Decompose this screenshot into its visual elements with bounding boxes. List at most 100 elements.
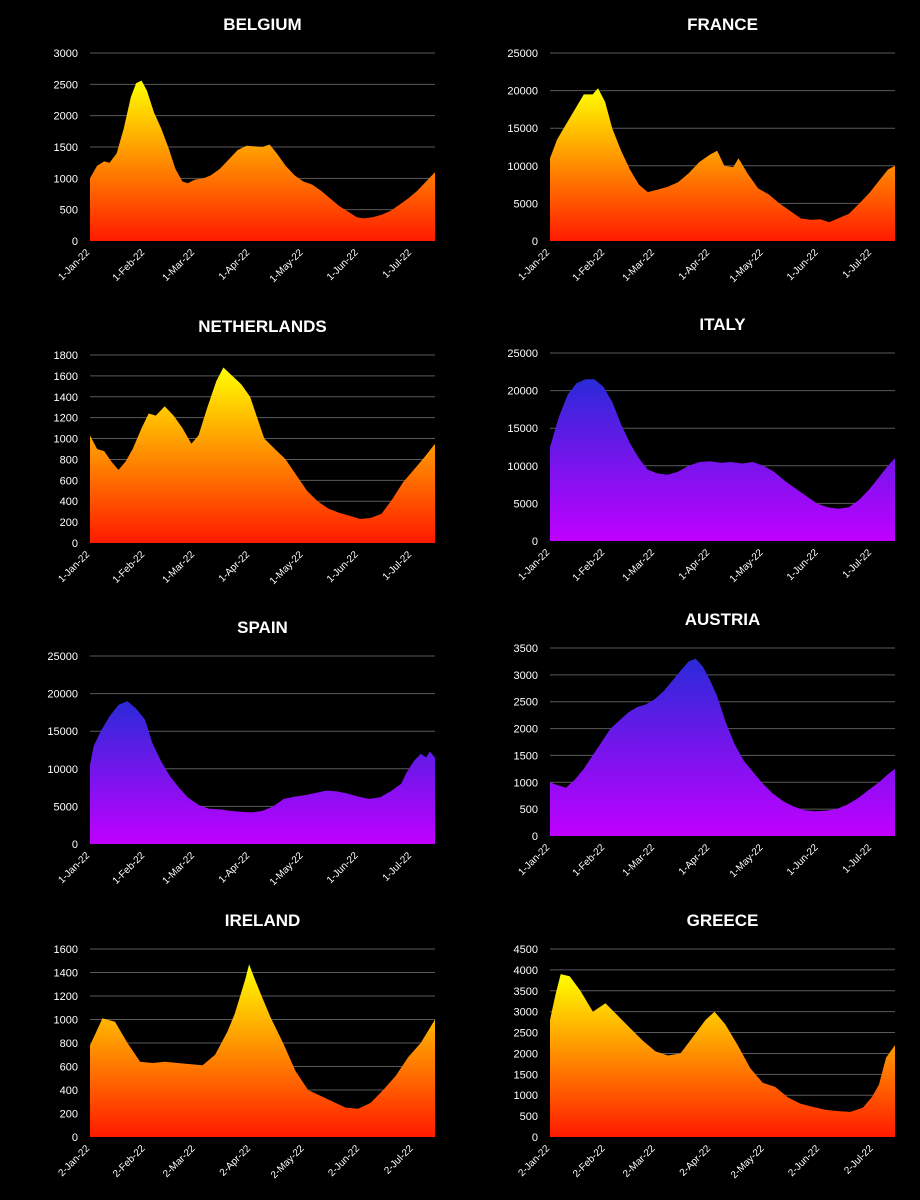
chart-panel-belgium: BELGIUM 0 500 1000 1500 2000 2500 3000 1-Jan-22 1… <box>0 0 460 300</box>
x-tick-label: 2-Jan-22 <box>56 1143 92 1179</box>
y-tick-label: 1600 <box>54 944 78 956</box>
x-tick-label: 2-Jan-22 <box>516 1143 552 1179</box>
x-tick-label: 1-Mar-22 <box>621 547 658 584</box>
y-tick-label: 4500 <box>514 944 538 956</box>
chart-title: FRANCE <box>687 15 758 34</box>
x-tick-label: 2-May-22 <box>269 1143 307 1181</box>
x-tick-label: 2-Jul-22 <box>382 1143 416 1177</box>
chart-panel-italy: ITALY 0 5000 10000 15000 20000 25000 1-Jan-22 1-… <box>460 300 920 600</box>
x-tick-label: 1-Jul-22 <box>381 247 415 281</box>
y-tick-label: 800 <box>60 1038 78 1050</box>
y-tick-label: 2500 <box>514 1028 538 1040</box>
y-tick-label: 10000 <box>47 764 78 776</box>
x-tick-label: 1-Apr-22 <box>217 549 253 585</box>
y-tick-label: 15000 <box>507 123 538 135</box>
y-tick-label: 2500 <box>54 79 78 91</box>
chart-title: NETHERLANDS <box>198 317 326 336</box>
x-tick-label: 1-Mar-22 <box>161 247 198 284</box>
y-tick-label: 5000 <box>514 498 538 510</box>
chart-title: SPAIN <box>237 618 288 637</box>
x-tick-label: 1-May-22 <box>728 247 766 285</box>
chart-title: BELGIUM <box>223 15 301 34</box>
x-tick-label: 1-Jun-22 <box>325 247 361 283</box>
x-tick-label: 2-Jul-22 <box>842 1143 876 1177</box>
y-tick-label: 500 <box>60 205 78 217</box>
x-tick-label: 1-Mar-22 <box>621 842 658 879</box>
x-tick-label: 2-Jun-22 <box>786 1143 822 1179</box>
area-series <box>550 974 895 1137</box>
y-tick-label: 1400 <box>54 392 78 404</box>
x-tick-label: 1-Jun-22 <box>325 850 361 886</box>
chart-title: AUSTRIA <box>685 610 761 629</box>
y-tick-label: 0 <box>72 1132 78 1144</box>
x-tick-label: 1-Jul-22 <box>381 549 415 583</box>
x-tick-label: 1-May-22 <box>268 850 306 888</box>
chart-panel-france: FRANCE 0 5000 10000 15000 20000 25000 1-Jan-22 1… <box>460 0 920 300</box>
y-tick-label: 0 <box>532 236 538 248</box>
chart-ireland: IRELAND 0 200 400 600 800 1000 1200 1400 1600 2-Ja… <box>54 911 435 1181</box>
x-tick-label: 1-Jan-22 <box>516 842 552 878</box>
y-tick-label: 25000 <box>507 348 538 360</box>
x-tick-label: 1-May-22 <box>728 842 766 880</box>
y-tick-label: 1500 <box>514 1069 538 1081</box>
chart-title: ITALY <box>699 315 746 334</box>
y-tick-label: 1200 <box>54 413 78 425</box>
y-tick-label: 0 <box>72 538 78 550</box>
chart-panel-austria: AUSTRIA 0 500 1000 1500 2000 2500 3000 3500 1-Jan… <box>460 600 920 900</box>
y-tick-label: 10000 <box>507 461 538 473</box>
y-tick-label: 600 <box>60 1062 78 1074</box>
area-series <box>550 379 895 541</box>
y-tick-label: 1400 <box>54 968 78 980</box>
y-tick-label: 500 <box>520 1111 538 1123</box>
x-tick-label: 2-Apr-22 <box>218 1143 254 1179</box>
y-tick-label: 3000 <box>54 48 78 60</box>
x-tick-label: 1-May-22 <box>728 547 766 585</box>
x-tick-label: 1-Apr-22 <box>677 842 713 878</box>
y-tick-label: 1000 <box>54 1015 78 1027</box>
chart-panel-spain: SPAIN 0 5000 10000 15000 20000 25000 1-Jan-22 1-… <box>0 600 460 900</box>
x-tick-label: 1-Jun-22 <box>785 842 821 878</box>
y-tick-label: 5000 <box>514 198 538 210</box>
y-tick-label: 400 <box>60 1085 78 1097</box>
y-tick-label: 2000 <box>514 724 538 736</box>
y-tick-label: 600 <box>60 475 78 487</box>
chart-greece: GREECE 0 500 1000 1500 2000 2500 3000 3500 4000 45… <box>514 911 895 1181</box>
y-tick-label: 20000 <box>507 86 538 98</box>
y-tick-label: 4000 <box>514 965 538 977</box>
area-series <box>550 88 895 241</box>
x-tick-label: 2-Feb-22 <box>571 1143 608 1180</box>
x-tick-label: 1-May-22 <box>268 247 306 285</box>
x-tick-label: 1-Jan-22 <box>56 247 92 283</box>
chart-panel-greece: GREECE 0 500 1000 1500 2000 2500 3000 3500 4000 45… <box>460 900 920 1200</box>
y-tick-label: 0 <box>532 1132 538 1144</box>
x-tick-label: 1-Jul-22 <box>841 547 875 581</box>
chart-panel-netherlands: NETHERLANDS 0 200 400 600 800 1000 1200 1400 1600… <box>0 300 460 600</box>
x-tick-label: 1-Jan-22 <box>56 850 92 886</box>
y-tick-label: 15000 <box>507 423 538 435</box>
chart-belgium: BELGIUM 0 500 1000 1500 2000 2500 3000 1-Jan-22 1… <box>54 15 435 285</box>
x-tick-label: 1-Jan-22 <box>516 547 552 583</box>
chart-austria: AUSTRIA 0 500 1000 1500 2000 2500 3000 3500 1-Jan… <box>514 610 895 880</box>
y-tick-label: 3000 <box>514 1007 538 1019</box>
y-tick-label: 0 <box>72 236 78 248</box>
y-tick-label: 400 <box>60 496 78 508</box>
x-tick-label: 1-Jul-22 <box>381 850 415 884</box>
y-tick-label: 1000 <box>514 1090 538 1102</box>
x-tick-label: 2-Jun-22 <box>326 1143 362 1179</box>
x-tick-label: 1-May-22 <box>268 549 306 587</box>
y-tick-label: 2000 <box>54 111 78 123</box>
chart-spain: SPAIN 0 5000 10000 15000 20000 25000 1-Jan-22 1-… <box>47 618 435 888</box>
y-tick-label: 2500 <box>514 697 538 709</box>
y-tick-label: 1500 <box>54 142 78 154</box>
x-tick-label: 1-Apr-22 <box>677 247 713 283</box>
y-tick-label: 1600 <box>54 371 78 383</box>
x-tick-label: 2-Apr-22 <box>678 1143 714 1179</box>
x-tick-label: 1-Mar-22 <box>161 850 198 887</box>
x-tick-label: 1-Apr-22 <box>677 547 713 583</box>
y-tick-label: 1200 <box>54 991 78 1003</box>
y-tick-label: 0 <box>532 536 538 548</box>
y-tick-label: 500 <box>520 804 538 816</box>
y-tick-label: 1500 <box>514 750 538 762</box>
x-tick-label: 1-Jul-22 <box>841 842 875 876</box>
y-tick-label: 25000 <box>507 48 538 60</box>
